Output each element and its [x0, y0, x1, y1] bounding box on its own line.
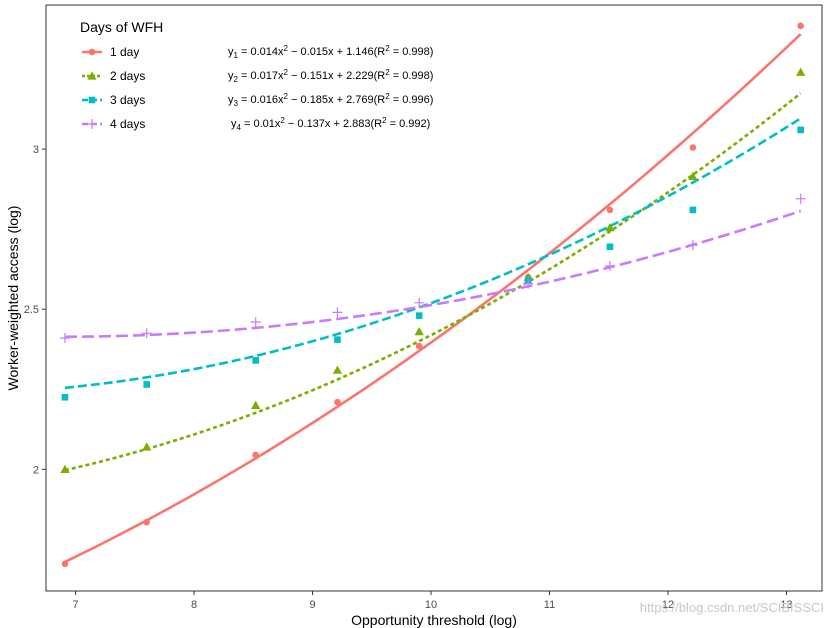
data-point-1-day: [689, 144, 697, 151]
equation-part: = 0.01x: [241, 118, 281, 130]
equation-part: 2: [284, 92, 289, 101]
fit-equation: y2 = 0.017x2 − 0.151x + 2.229(R2 = 0.998…: [228, 68, 433, 84]
data-points: [59, 22, 806, 568]
y-tick-label: 2: [33, 464, 39, 476]
equation-part: = 0.998): [390, 46, 434, 58]
fit-lines: [64, 33, 802, 564]
equations: y1 = 0.014x2 − 0.015x + 1.146(R2 = 0.998…: [228, 44, 433, 132]
data-point-1-day: [797, 22, 804, 30]
data-point-4-days: [795, 193, 806, 204]
data-point-3-days: [606, 243, 614, 251]
x-tick-label: 7: [73, 599, 79, 611]
legend-key-marker: [87, 71, 97, 80]
data-point-1-day: [606, 206, 614, 214]
equation-part: = 0.014x: [238, 46, 284, 58]
legend-label: 1 day: [110, 45, 139, 59]
equation-part: = 0.996): [390, 94, 434, 106]
data-point-2-days: [142, 442, 152, 451]
y-tick-label: 2.5: [24, 304, 39, 316]
fit-line-3-days: [64, 117, 802, 390]
x-tick-label: 13: [780, 599, 792, 611]
x-tick-label: 10: [425, 599, 437, 611]
data-point-4-days: [687, 240, 698, 251]
data-point-1-day: [334, 398, 341, 406]
equation-part: = 0.992): [387, 118, 431, 130]
data-point-4-days: [59, 333, 70, 344]
x-tick-label: 12: [662, 599, 674, 611]
data-point-3-days: [61, 393, 69, 401]
fit-line-1-day: [64, 33, 802, 564]
legend-key-marker: [87, 119, 97, 129]
x-tick-label: 11: [544, 599, 555, 611]
data-point-1-day: [415, 342, 423, 350]
equation-part: − 0.151x + 2.229(R: [288, 70, 385, 82]
y-axis-title: Worker-weighted access (log): [5, 206, 21, 391]
y-tick-label: 3: [33, 144, 39, 156]
legend-label: 4 days: [110, 117, 145, 131]
data-point-1-day: [143, 518, 151, 526]
data-point-3-days: [689, 206, 697, 214]
data-point-4-days: [141, 328, 152, 339]
equation-part: 2: [234, 75, 239, 84]
data-point-4-days: [523, 278, 534, 289]
data-point-1-day: [252, 451, 259, 459]
y-axis: 22.53: [24, 144, 46, 476]
equation-part: y: [228, 70, 234, 82]
equation-part: 4: [237, 123, 242, 132]
data-point-4-days: [250, 317, 261, 328]
legend-title: Days of WFH: [80, 19, 163, 35]
data-point-3-days: [415, 312, 423, 319]
equation-part: = 0.017x: [238, 70, 284, 82]
data-point-4-days: [414, 297, 425, 308]
data-point-2-days: [332, 365, 343, 374]
x-axis: 7 8 9 10 11 12 13: [73, 591, 793, 611]
watermark: https://blog.csdn.net/SCIBISSCI: [640, 600, 824, 615]
equation-part: 1: [234, 51, 239, 60]
data-point-3-days: [252, 357, 259, 364]
data-point-2-days: [60, 464, 70, 473]
legend-key-marker: [88, 96, 96, 104]
plot-panel: [45, 4, 823, 592]
data-point-2-days: [796, 67, 806, 76]
legend-label: 2 days: [110, 69, 145, 83]
data-point-2-days: [414, 327, 424, 336]
legend: Days of WFH 1 day 2 days 3 days 4 days: [80, 19, 163, 131]
data-point-2-days: [251, 400, 261, 409]
equation-part: 2: [382, 116, 387, 125]
fit-line-2-days: [64, 92, 802, 472]
data-point-4-days: [332, 307, 343, 318]
equation-part: y: [228, 94, 234, 106]
data-point-1-day: [61, 560, 69, 568]
fit-line-4-days: [64, 209, 802, 339]
fit-equation: y1 = 0.014x2 − 0.015x + 1.146(R2 = 0.998…: [228, 44, 433, 60]
data-point-3-days: [143, 381, 151, 388]
equation-part: − 0.185x + 2.769(R: [288, 94, 385, 106]
equation-part: − 0.137x + 2.883(R: [285, 118, 382, 130]
data-point-2-days: [605, 222, 615, 232]
x-tick-label: 8: [191, 599, 197, 611]
equation-part: 3: [234, 99, 239, 108]
equation-part: 2: [284, 44, 289, 53]
x-tick-label: 9: [310, 599, 316, 611]
equation-part: y: [231, 118, 237, 130]
x-axis-title: Opportunity threshold (log): [351, 612, 517, 628]
data-point-4-days: [604, 260, 615, 271]
equation-part: = 0.998): [390, 70, 434, 82]
equation-part: y: [228, 46, 234, 58]
legend-label: 3 days: [110, 93, 145, 107]
fit-equation: y3 = 0.016x2 − 0.185x + 2.769(R2 = 0.996…: [228, 92, 433, 108]
equation-part: 2: [385, 44, 390, 53]
data-point-2-days: [688, 171, 698, 180]
equation-part: − 0.015x + 1.146(R: [288, 46, 385, 58]
equation-part: = 0.016x: [238, 94, 284, 106]
equation-part: 2: [385, 92, 390, 101]
equation-part: 2: [284, 68, 289, 77]
data-point-3-days: [797, 126, 804, 134]
equation-part: 2: [385, 68, 390, 77]
fit-equation: y4 = 0.01x2 − 0.137x + 2.883(R2 = 0.992): [231, 116, 430, 132]
legend-key-marker: [88, 48, 96, 56]
equation-part: 2: [280, 116, 285, 125]
data-point-3-days: [334, 336, 341, 343]
